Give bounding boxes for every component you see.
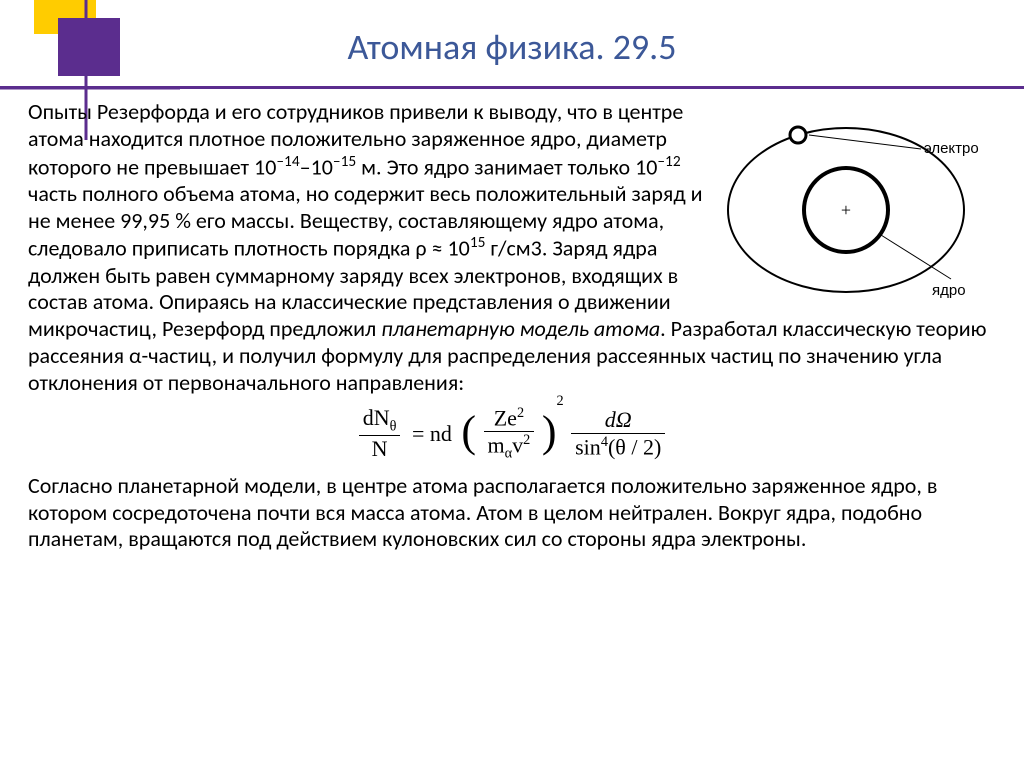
fn1: dN	[363, 405, 390, 430]
osup: 2	[556, 393, 563, 409]
fd3: sin	[575, 434, 601, 459]
fn1s: θ	[390, 418, 397, 434]
fd3a: (θ / 2)	[608, 434, 661, 459]
slide-content: Атомная физика. 29.5 + электро ядро Опыт…	[28, 25, 996, 553]
rutherford-formula: dNθ N = nd ( Ze2 mαv2 ) 2 dΩ sin4(θ / 2)	[28, 405, 996, 463]
fn2s: 2	[517, 405, 524, 421]
plus-label: +	[841, 200, 851, 220]
atom-diagram: + электро ядро	[716, 105, 996, 315]
t5: планетарную модель атома	[381, 315, 660, 342]
fd2a: m	[488, 432, 505, 457]
frac-lhs: dNθ N	[359, 405, 401, 462]
s4: 15	[470, 233, 486, 252]
nucleus-label: ядро	[932, 282, 966, 299]
fn2: Ze	[494, 405, 517, 430]
s3: –12	[657, 152, 680, 171]
electron-icon	[790, 127, 806, 143]
fd2b: v	[512, 432, 523, 457]
frac-mid: Ze2 mαv2	[484, 405, 535, 463]
t2: м. Это ядро занимает только 10	[356, 153, 657, 180]
fd1: N	[359, 436, 401, 462]
fn3: dΩ	[605, 407, 632, 432]
paragraph-2: Согласно планетарной модели, в центре ат…	[28, 473, 996, 553]
electron-label: электро	[924, 140, 979, 157]
lparen: (	[461, 410, 476, 454]
s2: –15	[333, 152, 356, 171]
s1: –14	[276, 152, 299, 171]
frac-rhs: dΩ sin4(θ / 2)	[571, 407, 665, 460]
paragraph-1: + электро ядро Опыты Резерфорда и его со…	[28, 99, 996, 397]
t1b: –10	[300, 153, 333, 180]
fd2bs: 2	[523, 432, 530, 448]
feq: = nd	[412, 421, 452, 446]
rparen: )	[542, 410, 557, 454]
fd3s: 4	[601, 434, 608, 450]
slide-title: Атомная физика. 29.5	[28, 25, 996, 69]
